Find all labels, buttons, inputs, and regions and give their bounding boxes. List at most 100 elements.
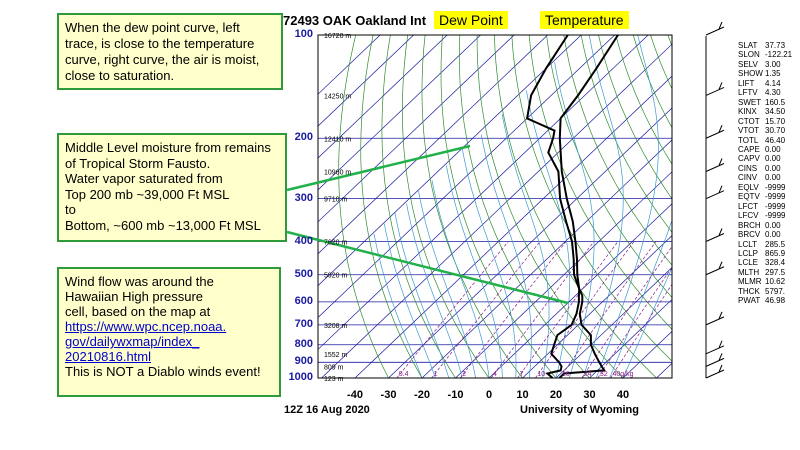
wind-link-line: 20210816.html [65,349,152,364]
height-label: 1552 m [324,352,348,359]
height-label: 10960 m [324,169,351,176]
index-row: MLTH 297.5 [738,268,792,277]
index-key: LCLT [738,239,757,249]
dry-adiabat [528,35,672,330]
index-value: 0.00 [765,144,781,154]
index-value: 0.00 [765,230,781,240]
wind-barb [705,163,725,172]
index-row: LFTV 4.30 [738,88,792,97]
index-key: MLTH [738,267,760,277]
height-label: 5920 m [324,273,348,280]
pressure-tick-label: 800 [294,337,313,350]
wind-link-line: gov/dailywxmap/index_ [65,334,200,349]
moist-adiabat [622,266,672,378]
moist-adiabat [431,180,490,378]
mixing-ratio-line [610,283,672,378]
pressure-tick-label: 500 [294,267,313,280]
moisture-line: Bottom, ~600 mb ~13,000 Ft MSL [65,217,261,233]
dry-adiabat [440,35,557,378]
isotherm-line [321,43,672,378]
index-row: VTOT 30.70 [738,126,792,135]
index-row: TOTL 46.40 [738,136,792,145]
index-row: CTOT 15.70 [738,117,792,126]
index-key: SHOW [738,69,763,79]
wpc-map-link[interactable]: https://www.wpc.ncep.noaa. gov/dailywxma… [65,319,273,364]
wind-note: Wind flow was around the Hawaiian High p… [57,267,281,397]
index-row: SLAT 37.73 [738,41,792,50]
index-value: 15.70 [765,116,786,126]
index-key: LIFT [738,78,755,88]
moist-adiabat [418,190,476,378]
index-value: 46.98 [765,296,786,306]
index-row: CAPE 0.00 [738,145,792,154]
plot-frame [317,34,673,379]
index-value: 30.70 [765,126,786,136]
index-key: LFCV [738,211,759,221]
pressure-tick-label: 400 [294,234,313,247]
wind-barb [718,353,723,361]
isotherm-line [522,235,672,378]
index-value: 4.30 [765,88,781,98]
data-source: University of Wyoming [520,404,639,416]
moist-adiabat [595,35,659,378]
pressure-tick-label: 600 [294,294,313,307]
wind-barb [718,125,723,133]
moist-adiabat [406,203,463,378]
index-key: PWAT [738,296,761,306]
index-row: MLMR 10.62 [738,277,792,286]
moisture-line: of Tropical Storm Fausto. [65,155,211,171]
mixing-ratio-label: 0.4 [399,371,409,378]
mixing-ratio-label: 40g/kg [613,371,634,378]
height-label: 12410 m [324,136,351,143]
index-row: CINV 0.00 [738,173,792,182]
wind-barb [705,316,725,326]
index-key: SELV [738,59,758,69]
index-row: CINS 0.00 [738,164,792,173]
dewpoint-note-text: When the dew point curve, left trace, is… [65,20,260,83]
isotherm-line [318,35,448,159]
isotherm-line [455,171,672,378]
index-key: MLMR [738,277,762,287]
wind-barb [718,261,723,269]
dewpoint-trace [525,35,581,378]
index-row: EQLV -9999 [738,183,792,192]
wind-barb [705,357,725,367]
dry-adiabat [421,35,523,378]
pressure-tick-label: 300 [294,191,313,204]
index-value: 4.14 [765,78,781,88]
index-key: CINV [738,173,758,183]
wind-barb [718,364,723,373]
wind-barb [705,233,725,242]
isotherm-line [318,35,649,350]
dry-adiabat [360,35,423,378]
callout-arrow-bottom [286,230,569,305]
mixing-ratio-line [460,241,567,378]
isotherm-line [421,139,672,378]
isotherm-line [318,35,582,287]
index-row: SWET 160.5 [738,98,792,107]
moist-adiabat [373,233,423,378]
wind-barb [718,21,723,30]
pressure-tick-label: 1000 [288,371,313,383]
wind-line: cell, based on the map at [65,304,211,319]
index-value: 0.00 [765,163,781,173]
index-value: 0.00 [765,154,781,164]
temperature-tick-label: 20 [549,389,563,401]
moist-adiabat [554,62,595,378]
pressure-tick-label: 200 [294,131,313,144]
mixing-ratio-label: 24 [584,371,592,378]
wind-barb [718,158,723,166]
index-key: THCK [738,286,760,296]
sounding-date: 12Z 16 Aug 2020 [284,404,370,416]
height-label: 14250 m [324,93,351,100]
index-value: 3.00 [765,59,781,69]
wind-barb [718,311,723,320]
index-row: THCK 5797. [738,287,792,296]
height-label: 16720 m [324,33,351,40]
temperature-trace [558,35,619,378]
index-row: SELV 3.00 [738,60,792,69]
index-row: LCLT 285.5 [738,240,792,249]
temperature-tick-label: 30 [583,389,596,401]
index-value: 37.73 [765,41,786,50]
mixing-ratio-line [535,241,635,378]
